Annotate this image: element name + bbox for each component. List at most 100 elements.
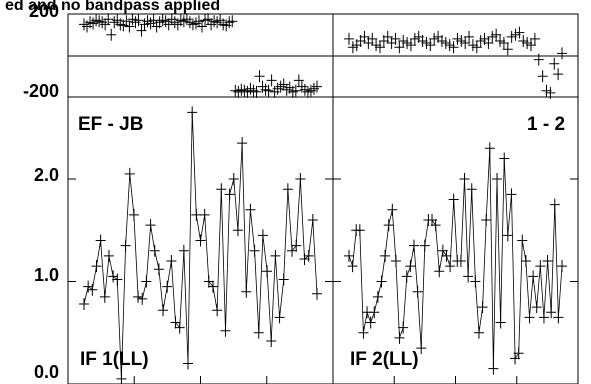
phase-right-point — [460, 37, 471, 50]
amp-left-corner-label: IF 1(LL) — [80, 349, 149, 370]
phase-left-point — [290, 84, 301, 97]
phase-left-point — [266, 74, 277, 87]
amp-right-point — [502, 229, 513, 242]
phase-left-point — [106, 28, 117, 41]
phase-right-point — [533, 53, 544, 66]
panel-labels: 200 -200 2.0 1.0 0.0 EF - JB IF 1(LL) 1 - 2 IF 2… — [23, 1, 565, 382]
amp-right-point — [557, 260, 567, 273]
amp-right-corner-label: IF 2(LL) — [350, 349, 419, 370]
amp-right-point — [506, 188, 517, 201]
phase-right-point — [390, 32, 401, 45]
phase-right-point — [475, 34, 486, 47]
amp-left-point — [307, 214, 318, 226]
amp-left-point — [153, 263, 164, 276]
amp-right-point — [546, 306, 557, 319]
amp-left-point — [299, 252, 310, 265]
phase-right-point — [394, 41, 405, 54]
amp-left-point — [312, 287, 322, 300]
amp-right-point — [354, 224, 365, 237]
phase-left-point — [251, 85, 262, 98]
amp-right-point — [401, 270, 412, 283]
amp-right-point — [455, 255, 466, 267]
phase-right-point — [429, 32, 440, 45]
phase-right-point — [545, 86, 556, 99]
phase-right-point — [495, 34, 506, 47]
amp-right-point — [484, 142, 495, 155]
amp-left-point — [295, 173, 306, 185]
amp-right-point — [405, 260, 416, 273]
amp-left-point — [224, 188, 235, 201]
amp-right-point — [369, 306, 380, 319]
amp-left-point — [291, 239, 302, 252]
amp-right-point — [466, 183, 477, 196]
phase-right-point — [541, 84, 552, 97]
phase-left-point — [148, 14, 159, 27]
amp-left-point — [203, 275, 214, 288]
amp-left-point — [133, 290, 144, 303]
phase-right-point — [502, 43, 513, 56]
phase-right-point — [491, 28, 502, 41]
amp-left-point — [145, 219, 156, 232]
amp-left-point — [262, 265, 273, 278]
phase-right-point — [347, 41, 358, 54]
amp-left-point — [195, 234, 206, 247]
amp-left-point — [212, 304, 223, 317]
phase-right-point — [498, 37, 509, 50]
amp-left-point — [278, 273, 289, 286]
amp-right-point — [542, 255, 553, 267]
amp-right-point — [365, 316, 376, 329]
amp-left-point — [274, 311, 285, 324]
phase-right-point — [344, 32, 354, 45]
amp-right-point — [380, 249, 391, 262]
phase-right-point — [471, 41, 482, 54]
phase-left-point — [227, 15, 238, 28]
phase-right-point — [398, 34, 409, 47]
phase-left-point — [124, 20, 135, 33]
phase-left-point — [312, 80, 322, 93]
amp-left-point — [166, 255, 177, 267]
amp-left-point — [95, 234, 106, 247]
amp-left-point — [174, 321, 185, 334]
phase-left-point — [103, 13, 114, 26]
amp-left-point — [120, 239, 131, 252]
amp-right-series-line — [348, 148, 563, 369]
amp-left-point — [99, 290, 110, 303]
phase-right-point — [371, 39, 382, 52]
amp-right-point — [398, 321, 409, 334]
amp-right-point — [492, 173, 503, 185]
data-marks — [79, 13, 567, 384]
amp-right-point — [470, 275, 481, 288]
amp-left-point — [232, 224, 243, 237]
amp-left-baseline-label: EF - JB — [78, 114, 143, 135]
amp-left-point — [162, 280, 173, 293]
amp-left-point — [249, 244, 260, 257]
phase-right-point — [448, 41, 459, 54]
amp-right-point — [463, 270, 474, 283]
amp-right-point — [419, 239, 430, 252]
amp-right-point — [408, 239, 419, 252]
amp-right-point — [524, 311, 535, 324]
y-tick-label: -200 — [23, 81, 59, 101]
amp-right-point — [344, 249, 354, 262]
amp-left-point — [253, 326, 264, 339]
amp-right-point — [459, 173, 470, 185]
phase-right-point — [529, 32, 540, 45]
amp-right-point — [513, 347, 524, 360]
phase-right-point — [487, 30, 498, 43]
amp-right-point — [441, 249, 452, 262]
phase-right-point — [553, 68, 564, 81]
amp-left-point — [112, 273, 123, 286]
phase-right-point — [467, 39, 478, 52]
phase-right-point — [409, 32, 420, 45]
amp-left-point — [303, 249, 314, 262]
amp-left-point — [216, 183, 227, 196]
amp-left-point — [83, 280, 94, 293]
amp-right-point — [412, 285, 423, 298]
phase-left-point — [293, 74, 304, 87]
amp-right-point — [358, 326, 369, 339]
amp-right-point — [477, 301, 488, 314]
amp-right-point — [531, 301, 542, 314]
amp-right-point — [445, 260, 456, 273]
phase-right-point — [483, 37, 494, 50]
amp-left-point — [207, 280, 218, 293]
